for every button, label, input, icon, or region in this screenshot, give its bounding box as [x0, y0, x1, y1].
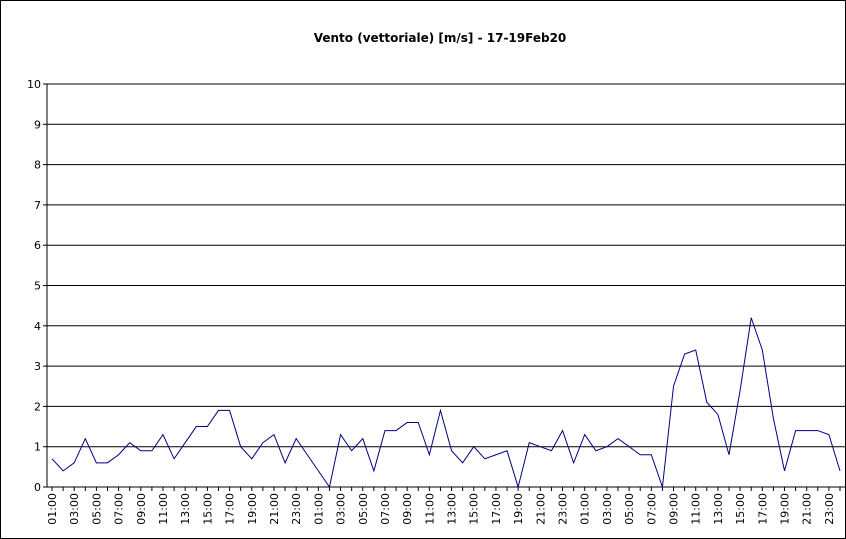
x-tick-label: 11:00 — [423, 493, 436, 525]
y-tick-label: 9 — [34, 118, 41, 131]
x-tick-label: 07:00 — [645, 493, 658, 525]
chart-title: Vento (vettoriale) [m/s] - 17-19Feb20 — [314, 31, 567, 45]
x-tick-label: 23:00 — [557, 493, 570, 525]
x-tick-label: 07:00 — [113, 493, 126, 525]
x-tick-label: 09:00 — [135, 493, 148, 525]
x-tick-label: 01:00 — [46, 493, 59, 525]
x-tick-label: 19:00 — [246, 493, 259, 525]
x-tick-label: 13:00 — [712, 493, 725, 525]
x-tick-label: 05:00 — [623, 493, 636, 525]
y-tick-label: 7 — [34, 199, 41, 212]
x-tick-label: 19:00 — [779, 493, 792, 525]
x-tick-label: 09:00 — [401, 493, 414, 525]
x-tick-label: 21:00 — [801, 493, 814, 525]
x-tick-label: 19:00 — [512, 493, 525, 525]
x-tick-label: 13:00 — [446, 493, 459, 525]
x-tick-label: 11:00 — [690, 493, 703, 525]
y-tick-label: 8 — [34, 159, 41, 172]
y-tick-label: 4 — [34, 320, 41, 333]
x-tick-label: 03:00 — [335, 493, 348, 525]
x-tick-label: 21:00 — [534, 493, 547, 525]
x-tick-label: 05:00 — [90, 493, 103, 525]
x-tick-label: 07:00 — [379, 493, 392, 525]
x-tick-label: 01:00 — [312, 493, 325, 525]
x-tick-label: 15:00 — [201, 493, 214, 525]
y-tick-label: 1 — [34, 441, 41, 454]
y-tick-label: 5 — [34, 280, 41, 293]
x-tick-label: 15:00 — [734, 493, 747, 525]
x-tick-label: 23:00 — [290, 493, 303, 525]
y-tick-label: 10 — [27, 78, 41, 91]
y-tick-label: 2 — [34, 400, 41, 413]
y-tick-label: 0 — [34, 481, 41, 494]
x-tick-label: 01:00 — [579, 493, 592, 525]
x-tick-label: 05:00 — [357, 493, 370, 525]
x-tick-label: 17:00 — [224, 493, 237, 525]
y-tick-label: 6 — [34, 239, 41, 252]
x-tick-label: 03:00 — [601, 493, 614, 525]
x-tick-label: 13:00 — [179, 493, 192, 525]
x-tick-label: 17:00 — [756, 493, 769, 525]
x-tick-label: 11:00 — [157, 493, 170, 525]
data-line — [51, 317, 841, 489]
y-tick-label: 3 — [34, 360, 41, 373]
x-tick-label: 17:00 — [490, 493, 503, 525]
x-tick-label: 03:00 — [68, 493, 81, 525]
x-tick-label: 23:00 — [823, 493, 836, 525]
x-tick-label: 15:00 — [468, 493, 481, 525]
x-tick-label: 09:00 — [668, 493, 681, 525]
x-tick-label: 21:00 — [268, 493, 281, 525]
